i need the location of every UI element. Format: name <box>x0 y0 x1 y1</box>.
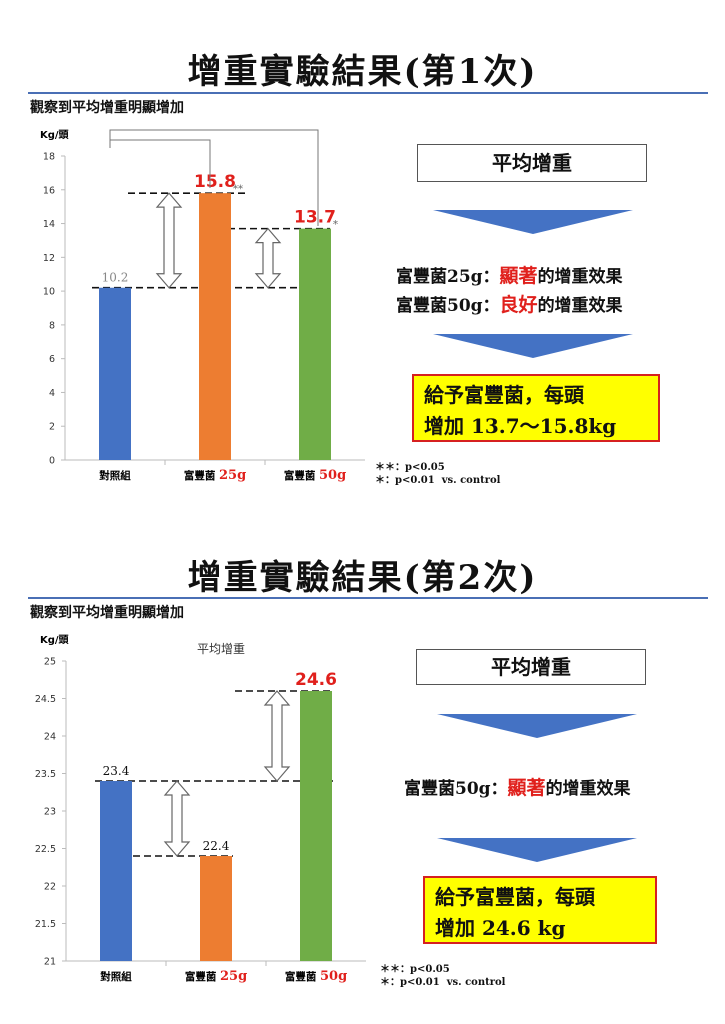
y-tick-label: 14 <box>43 219 55 230</box>
x-category-label-2: 富豐菌 50g <box>284 468 346 482</box>
data-label-2: 13.7 <box>294 208 336 228</box>
comparison-double-arrow-1 <box>263 690 291 782</box>
comparison-bracket <box>110 139 211 188</box>
data-label-2: 24.6 <box>295 670 337 690</box>
panel2-result-box: 給予富豐菌，每頭 增加 24.6 kg <box>423 876 657 944</box>
panel2-subtitle: 觀察到平均增重明顯增加 <box>30 605 184 621</box>
result-line-2: 增加 13.7～15.8kg <box>424 414 617 438</box>
effect-highlight: 顯著 <box>507 777 546 799</box>
panel1-down-arrow-2 <box>433 334 633 358</box>
comparison-double-arrow-1 <box>254 227 282 289</box>
bar-1 <box>199 193 231 460</box>
chart-title: 平均增重 <box>197 642 245 656</box>
bar-0 <box>99 287 131 460</box>
y-tick-label: 2 <box>49 422 55 433</box>
effect-suffix: 的增重效果 <box>537 296 623 316</box>
data-label-0: 10.2 <box>102 271 129 285</box>
y-tick-label: 24 <box>44 732 56 743</box>
result-line-1: 給予富豐菌，每頭 <box>435 885 595 909</box>
y-tick-label: 8 <box>49 320 55 331</box>
x-category-label-0: 對照組 <box>100 970 132 983</box>
panel2-title: 增重實驗結果(第2次) <box>187 558 538 598</box>
y-tick-label: 16 <box>43 185 55 196</box>
effect-suffix: 的增重效果 <box>545 779 631 799</box>
effect-highlight: 顯著 <box>499 265 538 287</box>
panel1-chart: Kg/頭 0 2 4 6 8 10 12 14 16 18 10.2 對照組 15.8** 富豐菌 25g 1… <box>40 129 365 482</box>
y-tick-label: 0 <box>49 456 55 467</box>
effect-suffix: 的增重效果 <box>537 267 623 287</box>
x-category-label-2: 富豐菌 50g <box>285 969 347 984</box>
y-tick-label: 10 <box>43 287 55 298</box>
effect-prefix: 富豐菌50g： <box>404 779 508 799</box>
bar-2 <box>300 691 332 961</box>
panel1-effect-line-2: 富豐菌50g：良好的增重效果 <box>396 290 623 317</box>
comparison-bracket <box>109 129 319 226</box>
y-tick-label: 25 <box>44 657 56 668</box>
y-axis-label: Kg/頭 <box>40 129 70 141</box>
y-tick-label: 23.5 <box>35 769 56 780</box>
x-category-label-1: 富豐菌 25g <box>184 468 246 482</box>
panel1-result-box: 給予富豐菌，每頭 增加 13.7～15.8kg <box>412 374 660 442</box>
result-line-2: 增加 24.6 kg <box>435 916 566 940</box>
significance-mark-2: * <box>333 220 338 231</box>
panel2-down-arrow-1 <box>437 714 637 738</box>
bar-1 <box>200 856 232 961</box>
panel1-title: 增重實驗結果(第1次) <box>187 52 538 92</box>
x-category-label-1: 富豐菌 25g <box>185 969 247 984</box>
x-category-label-0: 對照組 <box>99 469 131 482</box>
panel1-significance-notes: ＊＊：p<0.05 ＊：p<0.01 vs. control <box>375 462 501 486</box>
result-line-1: 給予富豐菌，每頭 <box>424 383 584 407</box>
y-tick-label: 21.5 <box>35 919 56 930</box>
data-label-0: 23.4 <box>103 764 130 778</box>
data-label-1: 15.8 <box>194 172 236 192</box>
panel2-divider <box>28 597 708 599</box>
bar-0 <box>100 781 132 961</box>
panel1-down-arrow-1 <box>433 210 633 234</box>
y-tick-label: 24.5 <box>35 694 56 705</box>
bar-2 <box>299 228 331 460</box>
data-label-1: 22.4 <box>203 839 230 853</box>
panel1-divider <box>28 92 708 94</box>
effect-prefix: 富豐菌25g： <box>396 267 500 287</box>
y-tick-label: 6 <box>49 354 55 365</box>
panel1-subtitle: 觀察到平均增重明顯增加 <box>30 100 184 116</box>
comparison-double-arrow-0 <box>163 780 191 857</box>
y-axis-label: Kg/頭 <box>40 634 70 646</box>
y-tick-label: 21 <box>44 957 56 968</box>
y-tick-label: 22.5 <box>35 844 56 855</box>
panel2-down-arrow-2 <box>437 838 637 862</box>
effect-highlight: 良好 <box>499 294 538 316</box>
panel2-significance-notes: ＊＊：p<0.05 ＊：p<0.01 vs. control <box>380 964 506 988</box>
panel2-effect-line-1: 富豐菌50g：顯著的增重效果 <box>404 773 631 800</box>
comparison-double-arrow-0 <box>155 192 183 289</box>
panel1-average-gain-box: 平均增重 <box>417 144 647 182</box>
y-tick-label: 12 <box>43 253 55 264</box>
panel2-average-gain-box: 平均增重 <box>416 649 646 685</box>
panel1-effect-line-1: 富豐菌25g：顯著的增重效果 <box>396 261 623 288</box>
y-tick-label: 23 <box>44 807 56 818</box>
y-tick-label: 4 <box>49 388 55 399</box>
y-tick-label: 18 <box>43 152 55 163</box>
significance-mark-1: ** <box>233 184 243 195</box>
panel2-chart: Kg/頭 21 21.5 22 22.5 23 23.5 24 24.5 25 平均增重 23.4 對照… <box>35 634 366 984</box>
effect-prefix: 富豐菌50g： <box>396 296 500 316</box>
y-tick-label: 22 <box>44 882 56 893</box>
